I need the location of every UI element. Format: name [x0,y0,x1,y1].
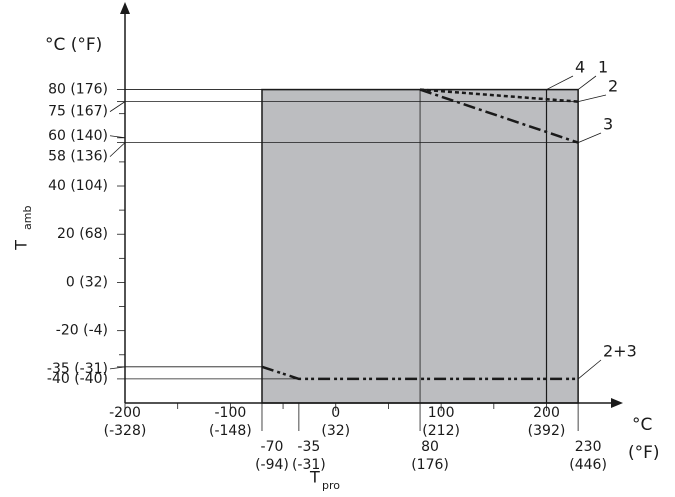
series-label: 2+3 [603,342,637,361]
x-tick-label: (212) [422,423,460,439]
x-tick-label: 230 [575,439,602,455]
x-tick-label: 100 [428,405,455,421]
series-line [419,88,579,144]
x-tick-label: (-328) [104,423,147,439]
y-tick-label: 0 (32) [66,274,108,290]
x-unit: °C [632,415,652,435]
y-axis-title: T amb [12,206,35,251]
leader-line [578,94,607,103]
x-tick-label: 0 [331,405,340,421]
y-tick-label: 58 (136) [48,149,108,165]
x-axis-arrow [611,398,623,408]
y-unit-label: °C (°F) [45,35,102,55]
series-label: 3 [603,115,613,134]
series-label: 1 [598,58,608,77]
x-name-sub: pro [322,479,340,492]
y-tick-label: -20 (-4) [56,323,108,339]
y-axis-arrow [120,2,130,14]
x-tick-label: (176) [411,457,449,473]
series-line [261,365,579,381]
series-label: 2 [608,77,618,96]
y-tick-label: 60 (140) [48,128,108,144]
leader-line [577,75,597,90]
leader-line [109,142,126,157]
y-tick-label: 40 (104) [48,178,108,194]
y-tick-label: -35 (-31) [47,361,108,377]
x-tick-label: 200 [533,405,560,421]
x-name: T [309,468,320,487]
x-unit-2: (°F) [628,443,660,463]
y-tick-label: -40 (-40) [47,371,108,387]
leader-line [109,135,126,139]
leader-line [109,101,126,112]
x-tick-label: (446) [569,457,607,473]
y-name-sub: amb [21,206,34,230]
series-label: 4 [575,58,585,77]
leader-line [577,359,602,380]
x-tick-label: (-94) [255,457,289,473]
x-tick-label: (392) [528,423,566,439]
x-tick-label: 80 [421,439,439,455]
y-name: T [12,240,31,251]
y-tick-label: 75 (167) [48,104,108,120]
y-tick-label: 20 (68) [57,226,108,242]
y-tick-label: 80 (176) [48,82,108,98]
x-tick-label: (32) [321,423,350,439]
leader-line [577,132,602,143]
x-tick-label: -70 [261,439,284,455]
x-tick-label: -100 [214,405,246,421]
x-tick-label: (-148) [209,423,252,439]
x-tick-label: (-31) [292,457,326,473]
leader-line [546,75,574,90]
x-tick-label: -200 [109,405,141,421]
series-line [419,88,579,103]
x-tick-label: -35 [297,439,320,455]
leader-line [109,366,126,370]
